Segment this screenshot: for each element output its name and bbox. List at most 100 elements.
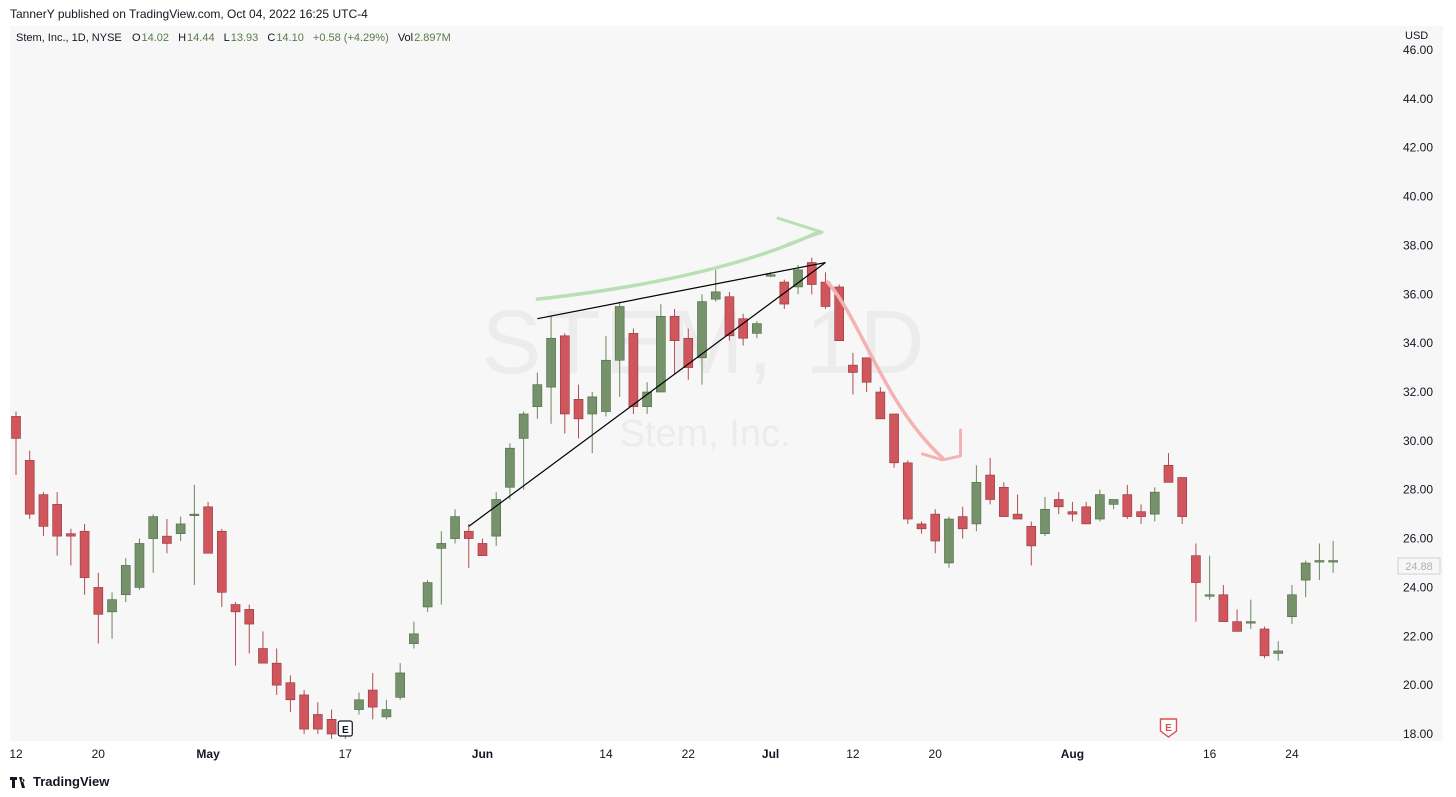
legend-high-label: H: [178, 32, 187, 44]
candle: [532, 372, 543, 419]
candle-body: [697, 301, 707, 359]
candle-body: [930, 513, 941, 542]
candle-body: [107, 599, 117, 613]
candle-body: [1204, 594, 1215, 597]
candle: [944, 516, 954, 568]
time-tick-label: 20: [92, 747, 106, 761]
candle-body: [11, 416, 21, 439]
price-tick-label: 44.00: [1403, 92, 1433, 106]
publish-line: TannerY published on TradingView.com, Oc…: [10, 7, 368, 21]
candle-body: [614, 306, 625, 361]
tradingview-logo[interactable]: TradingView: [10, 774, 109, 789]
candle: [1067, 501, 1078, 522]
legend-low-label: L: [223, 32, 230, 44]
candle: [1218, 584, 1229, 622]
time-tick-label: 16: [1203, 747, 1217, 761]
price-tick-label: 28.00: [1403, 483, 1433, 497]
candle-body: [409, 633, 419, 644]
candle-body: [491, 499, 502, 537]
price-tick-label: 40.00: [1403, 190, 1433, 204]
trendline: [468, 262, 826, 527]
candle-body: [1053, 499, 1064, 508]
candle: [217, 528, 227, 607]
candle-body: [573, 399, 584, 420]
price-tick-label: 20.00: [1403, 678, 1433, 692]
candle-body: [1026, 526, 1037, 547]
candle: [601, 335, 611, 417]
candle-body: [642, 391, 652, 407]
candle-body: [1328, 560, 1338, 563]
tradingview-logo-icon: [10, 776, 28, 788]
candle-body: [1108, 499, 1119, 505]
time-tick-label: 17: [339, 747, 353, 761]
legend-low: 13.93: [230, 32, 259, 44]
candle: [11, 411, 21, 476]
candle-body: [217, 530, 227, 593]
time-tick-label: Aug: [1061, 747, 1084, 761]
candle: [916, 521, 927, 534]
candle-body: [559, 335, 570, 415]
candle-body: [861, 357, 872, 383]
candle: [148, 514, 158, 573]
time-tick-label: May: [196, 747, 220, 761]
candle: [710, 269, 721, 302]
legend-close: 14.10: [276, 32, 304, 44]
candle-body: [244, 609, 255, 625]
candle-body: [505, 447, 515, 488]
candle: [587, 392, 598, 454]
earnings-marker-box: [337, 720, 353, 737]
legend-high: 14.44: [187, 32, 215, 44]
candle-body: [1314, 560, 1325, 563]
time-tick-label: 12: [9, 747, 23, 761]
candle-body: [313, 714, 323, 730]
candle: [985, 457, 995, 505]
candle-body: [1012, 513, 1023, 520]
candle-body: [1122, 494, 1133, 517]
legend-volume: 2.897M: [414, 32, 451, 44]
candle-body: [806, 262, 817, 285]
candle-body: [1287, 594, 1297, 618]
candle: [834, 284, 845, 342]
candle: [299, 690, 309, 734]
candle: [367, 672, 378, 720]
candle: [1149, 487, 1160, 522]
candle: [203, 501, 213, 554]
price-tick-label: 22.00: [1403, 629, 1433, 643]
candle: [518, 411, 529, 490]
candle: [1095, 489, 1105, 522]
candle: [683, 328, 694, 380]
candle-body: [518, 413, 529, 439]
candle: [1177, 477, 1187, 524]
candle: [491, 492, 502, 546]
candle: [559, 333, 570, 434]
candle: [175, 516, 186, 542]
time-tick-label: Jun: [472, 747, 493, 761]
candle: [1191, 543, 1201, 622]
candle-body: [1218, 594, 1229, 622]
candle-body: [834, 286, 845, 342]
candle-body: [38, 494, 49, 527]
earnings-marker: E: [337, 720, 353, 737]
currency-label: USD: [1405, 30, 1429, 42]
candle: [546, 316, 556, 424]
candle-body: [1163, 464, 1174, 483]
candle-body: [271, 662, 282, 686]
candle: [848, 352, 858, 395]
candle: [107, 592, 117, 639]
candle: [120, 558, 131, 603]
candle-body: [957, 516, 968, 530]
time-tick-label: 20: [929, 747, 943, 761]
candle-body: [793, 269, 803, 288]
candle: [1136, 504, 1146, 524]
candle: [271, 648, 282, 695]
candle: [395, 663, 405, 700]
candle-body: [738, 318, 748, 339]
time-tick-label: 22: [682, 747, 696, 761]
price-axis[interactable]: 18.00 20.00 22.00 24.00 26.00 28.00 30.00 32.00…: [1403, 43, 1433, 741]
candle-body: [162, 535, 172, 544]
down-arrow-shaft: [825, 280, 945, 460]
time-axis[interactable]: 12 20 May 17 Jun 14 22 Jul 12 20 Aug 16 24: [9, 747, 1299, 761]
earnings-marker-text: E: [1165, 723, 1172, 734]
candle-body: [1067, 511, 1078, 515]
